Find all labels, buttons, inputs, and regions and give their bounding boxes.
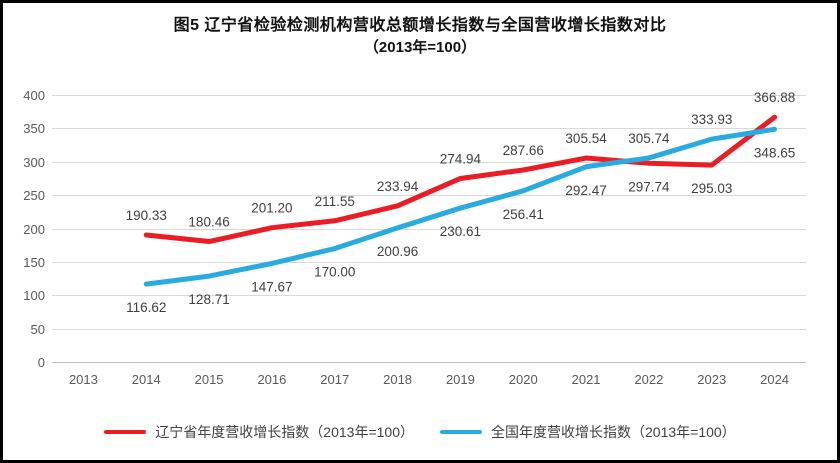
data-label: 200.96	[377, 244, 418, 259]
x-axis-tick-label: 2019	[446, 372, 475, 387]
data-label: 116.62	[126, 300, 166, 315]
y-axis-tick-label: 350	[23, 121, 45, 136]
data-label: 233.94	[377, 179, 419, 194]
data-label: 211.55	[315, 194, 355, 209]
figure-title: 图5 辽宁省检验检测机构营收总额增长指数与全国营收增长指数对比 （2013年=1…	[3, 14, 837, 58]
line-chart: 0 50 100 150 200 250 300 350 400 2013 2014 2015 2016…	[23, 88, 806, 387]
x-axis-tick-label: 2022	[634, 372, 663, 387]
series-line-national	[143, 126, 778, 287]
x-axis-tick-label: 2015	[195, 372, 224, 387]
data-label: 147.67	[251, 279, 292, 294]
y-axis-tick-label: 400	[23, 88, 45, 103]
legend-label-liaoning: 辽宁省年度营收增长指数（2013年=100）	[155, 424, 414, 440]
x-axis-tick-label: 2021	[572, 372, 601, 387]
x-axis-tick-label: 2013	[69, 372, 98, 387]
y-axis-tick-label: 200	[23, 222, 45, 237]
y-axis-tick-label: 50	[31, 322, 45, 337]
y-axis-tick-label: 100	[23, 288, 45, 303]
data-label: 128.71	[188, 292, 229, 307]
x-axis-tick-label: 2014	[132, 372, 161, 387]
x-axis-tick-label: 2018	[383, 372, 412, 387]
data-label: 348.65	[754, 145, 795, 160]
data-label: 201.20	[251, 201, 292, 216]
data-label: 305.74	[628, 131, 670, 146]
legend-swatch-national	[440, 430, 482, 434]
data-label: 305.54	[565, 131, 607, 146]
data-label: 190.33	[126, 208, 167, 223]
y-axis-tick-label: 0	[38, 355, 45, 370]
legend-item-national: 全国年度营收增长指数（2013年=100）	[440, 422, 736, 442]
series-line-liaoning	[143, 114, 778, 245]
data-label: 170.00	[314, 265, 355, 280]
data-label: 292.47	[565, 183, 606, 198]
x-axis-tick-label: 2016	[257, 372, 286, 387]
x-axis-tick-label: 2017	[320, 372, 349, 387]
data-label: 180.46	[188, 215, 229, 230]
figure-title-line2: （2013年=100）	[363, 39, 477, 56]
legend-swatch-liaoning	[104, 430, 147, 434]
x-axis-tick-label: 2020	[509, 372, 538, 387]
legend-label-national: 全国年度营收增长指数（2013年=100）	[491, 424, 736, 440]
data-label: 366.88	[754, 90, 795, 105]
y-axis-tick-label: 300	[23, 155, 45, 170]
data-label: 333.93	[691, 112, 732, 127]
data-label: 297.74	[628, 179, 670, 194]
data-label: 274.94	[440, 151, 482, 166]
legend-item-liaoning: 辽宁省年度营收增长指数（2013年=100）	[104, 422, 414, 442]
x-axis-tick-label: 2024	[760, 372, 789, 387]
figure-title-line1: 图5 辽宁省检验检测机构营收总额增长指数与全国营收增长指数对比	[173, 17, 667, 34]
x-axis-tick-label: 2023	[697, 372, 726, 387]
data-label: 230.61	[440, 224, 481, 239]
data-label: 295.03	[691, 181, 732, 196]
data-label: 287.66	[503, 143, 544, 158]
y-axis-tick-label: 150	[23, 255, 45, 270]
legend: 辽宁省年度营收增长指数（2013年=100） 全国年度营收增长指数（2013年=1…	[3, 422, 837, 442]
data-label: 256.41	[503, 207, 544, 222]
y-axis-tick-label: 250	[23, 188, 45, 203]
